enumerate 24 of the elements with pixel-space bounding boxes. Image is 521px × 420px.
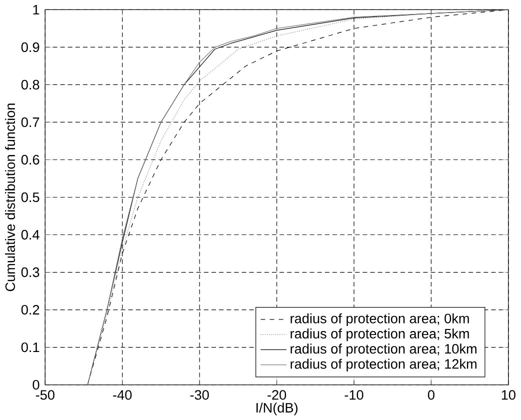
y-tick-label: 0.1 xyxy=(21,342,40,352)
x-axis-title: I/N(dB) xyxy=(256,402,298,416)
legend-label: radius of protection area; 12km xyxy=(290,358,476,372)
y-tick-label: 0.8 xyxy=(21,80,40,90)
y-tick-label: 0.6 xyxy=(21,154,40,164)
y-tick-label: 1 xyxy=(33,4,40,14)
x-tick-label: -10 xyxy=(344,390,364,400)
x-tick-label: 0 xyxy=(428,390,434,400)
legend-label: radius of protection area; 0km xyxy=(290,313,469,326)
y-tick-label: 0.3 xyxy=(21,267,40,277)
x-tick-label: -20 xyxy=(268,390,286,400)
y-tick-label: 0.2 xyxy=(21,304,40,314)
y-tick-label: 0.4 xyxy=(21,230,40,240)
x-tick-label: -40 xyxy=(113,390,132,400)
x-tick-label: -50 xyxy=(36,390,54,400)
legend-label: radius of protection area; 5km xyxy=(290,328,469,342)
x-tick-label: 10 xyxy=(502,390,516,400)
y-tick-label: 0 xyxy=(32,380,40,390)
y-tick-label: 0.9 xyxy=(21,42,40,52)
x-tick-label: -30 xyxy=(190,390,209,400)
y-tick-label: 0.7 xyxy=(21,117,40,127)
y-axis-title: Cumulative distribution function xyxy=(5,103,16,291)
y-tick-label: 0.5 xyxy=(21,192,40,202)
legend-label: radius of protection area; 10km xyxy=(290,344,476,356)
